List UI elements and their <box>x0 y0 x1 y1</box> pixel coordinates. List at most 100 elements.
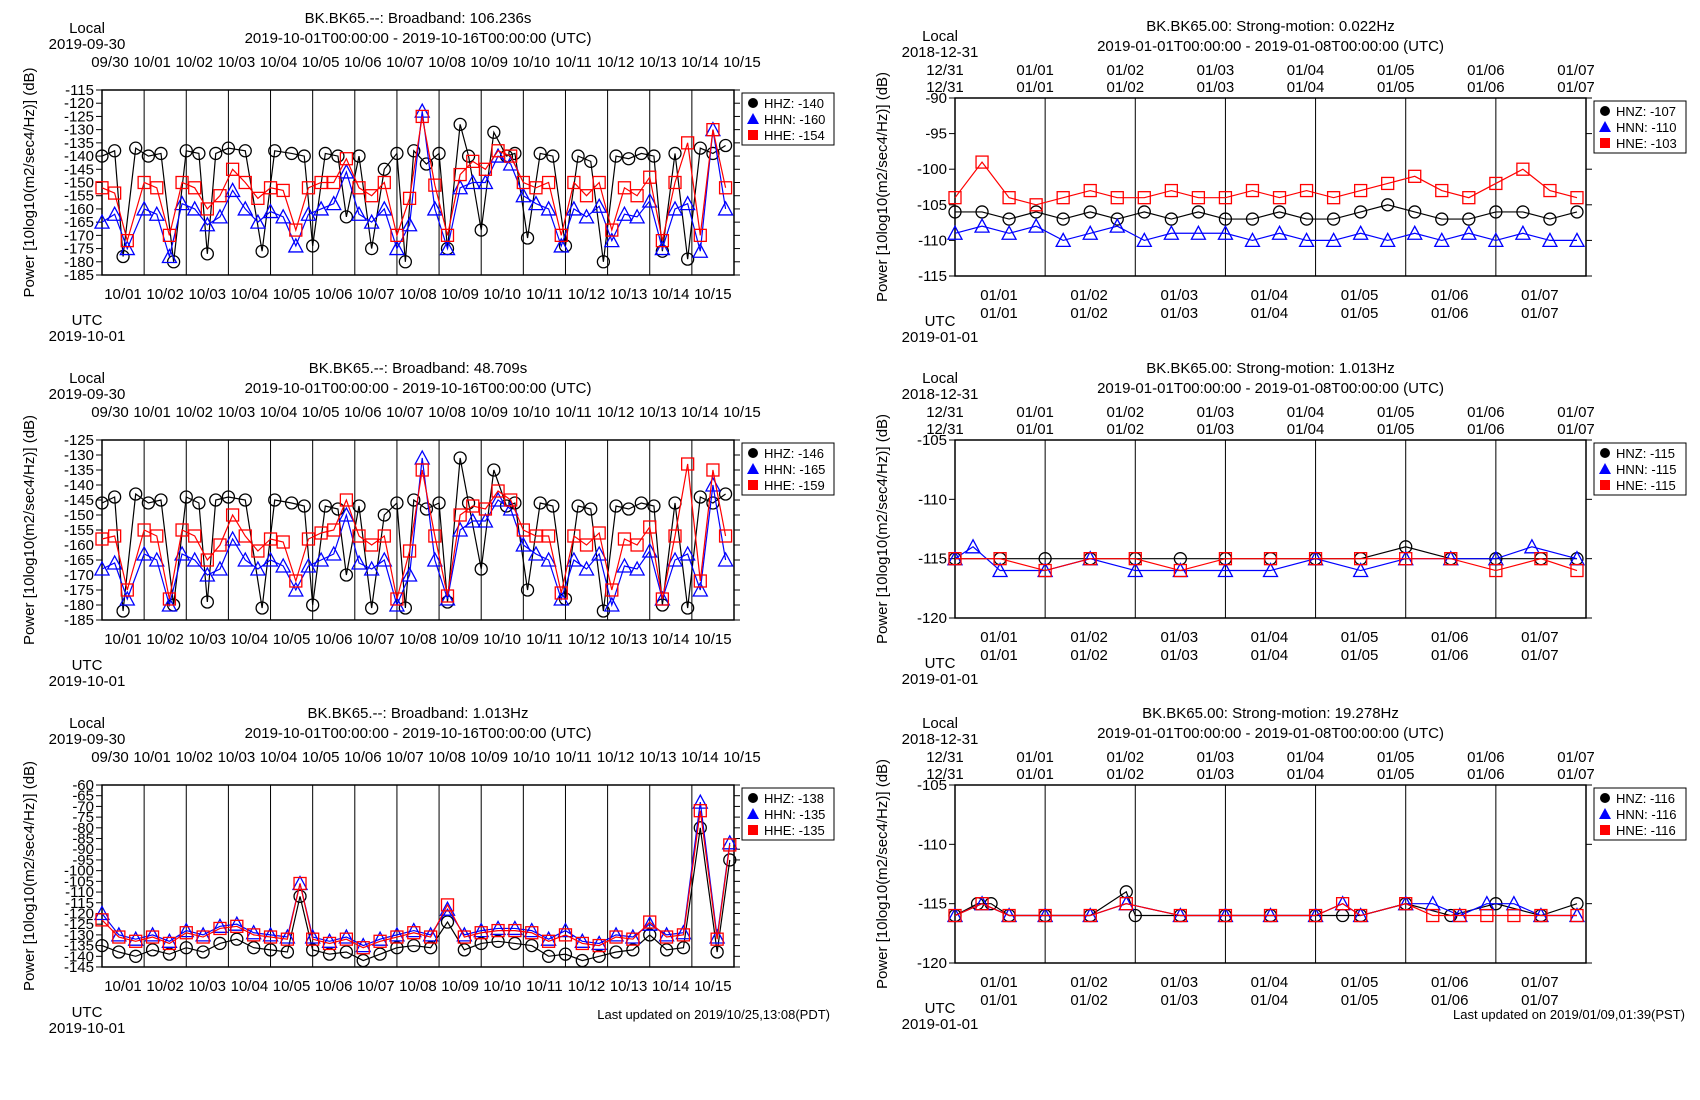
data-point <box>527 545 545 561</box>
data-point <box>948 205 962 219</box>
bottom-tick-label-2: 01/04 <box>1251 992 1289 1009</box>
data-point <box>718 181 733 195</box>
legend-entry: HNZ: -116 <box>1616 791 1675 806</box>
data-point <box>1244 232 1261 248</box>
data-point <box>515 187 532 203</box>
legend-marker <box>747 808 759 819</box>
bottom-tick-label: 10/01 <box>104 978 142 995</box>
bottom-tick-label: 10/04 <box>231 631 269 648</box>
data-point <box>975 155 989 169</box>
data-point <box>402 191 417 206</box>
data-point <box>1353 552 1368 566</box>
top-tick-label: 01/02 <box>1107 749 1145 766</box>
data-point <box>297 499 311 513</box>
data-point <box>192 496 206 510</box>
data-point <box>1029 198 1043 212</box>
bottom-tick-label: 01/04 <box>1251 287 1289 304</box>
y-tick-label: -110 <box>918 232 947 249</box>
data-point <box>693 821 707 835</box>
data-point <box>453 451 467 465</box>
legend-entry: HNE: -103 <box>1616 136 1677 151</box>
data-point <box>1128 908 1142 923</box>
bottom-tick-label: 10/11 <box>526 286 562 303</box>
series-line <box>955 558 1578 572</box>
top-tick-label: 01/05 <box>1377 404 1415 421</box>
y-tick-label: -95 <box>925 126 947 143</box>
data-point <box>605 223 619 237</box>
data-point <box>439 590 456 606</box>
chart-title: BK.BK65.--: Broadband: 106.236s <box>305 10 532 27</box>
bottom-tick-label: 01/04 <box>1251 629 1289 646</box>
data-point <box>578 560 595 576</box>
top-tick-label: 01/03 <box>1197 749 1235 766</box>
bottom-axis-start: 2019-10-01 <box>49 673 126 690</box>
data-point <box>616 205 633 221</box>
top-tick-label-2: 01/02 <box>1107 421 1145 438</box>
data-point <box>440 589 455 603</box>
bottom-axis-start: 2019-01-01 <box>902 671 979 688</box>
data-point <box>525 938 539 953</box>
data-point <box>251 191 265 206</box>
data-point <box>415 109 429 124</box>
data-point <box>289 223 303 237</box>
y-tick-label: -100 <box>917 161 947 178</box>
data-point <box>666 551 684 567</box>
data-point <box>948 908 962 923</box>
data-point <box>487 463 501 477</box>
data-point <box>249 560 266 576</box>
data-point <box>322 936 337 951</box>
data-point <box>426 200 443 216</box>
data-point <box>609 930 623 944</box>
data-point <box>1164 183 1178 198</box>
chart-panel-4: BK.BK65.00: Strong-motion: 0.022Hz 2019-0… <box>874 18 1687 346</box>
data-point <box>423 941 438 955</box>
data-point <box>565 200 582 216</box>
bottom-tick-label: 10/10 <box>483 631 521 648</box>
data-point <box>262 203 279 219</box>
bottom-tick-label: 10/09 <box>441 286 479 303</box>
data-point <box>338 163 355 179</box>
data-point <box>93 213 111 229</box>
plot-frame <box>101 89 735 276</box>
data-point <box>238 493 252 507</box>
data-point <box>230 932 244 946</box>
data-point <box>178 922 195 938</box>
data-point <box>710 932 724 946</box>
bottom-tick-label: 01/01 <box>980 629 1018 646</box>
bottom-axis-label: UTC <box>72 1004 103 1021</box>
data-point <box>616 557 633 573</box>
data-point <box>1110 212 1124 226</box>
data-point <box>477 174 494 190</box>
data-point <box>1190 224 1207 240</box>
data-point <box>405 922 422 938</box>
bottom-tick-label: 01/06 <box>1431 974 1469 991</box>
data-point <box>575 953 589 968</box>
y-tick-label: -115 <box>65 895 94 912</box>
bottom-tick-label: 10/01 <box>104 286 142 303</box>
data-point <box>327 523 341 537</box>
top-axis-start: 2019-09-30 <box>49 386 126 403</box>
data-point <box>1263 908 1278 923</box>
data-point <box>321 932 338 948</box>
chart-panel-6: BK.BK65.00: Strong-motion: 19.278Hz 2019-… <box>874 705 1687 1033</box>
data-point <box>603 596 620 612</box>
data-point <box>706 146 720 161</box>
data-point <box>173 545 191 561</box>
data-point <box>318 499 332 513</box>
data-point <box>129 487 143 501</box>
data-point <box>1109 217 1126 233</box>
top-tick-label: 01/06 <box>1467 62 1505 79</box>
data-point <box>592 175 606 190</box>
bottom-tick-label: 10/04 <box>231 286 269 303</box>
bottom-tick-label: 01/04 <box>1251 974 1289 991</box>
data-point <box>541 934 556 948</box>
data-point <box>213 936 227 951</box>
data-point <box>1056 191 1070 205</box>
plot-frame <box>954 439 1587 619</box>
chart-panels: BK.BK65.--: Broadband: 106.236s 2019-10-0… <box>21 10 1687 1037</box>
data-point <box>609 149 623 163</box>
data-point <box>453 508 467 522</box>
data-point <box>520 231 535 245</box>
data-point <box>439 900 456 916</box>
data-point <box>681 457 695 471</box>
